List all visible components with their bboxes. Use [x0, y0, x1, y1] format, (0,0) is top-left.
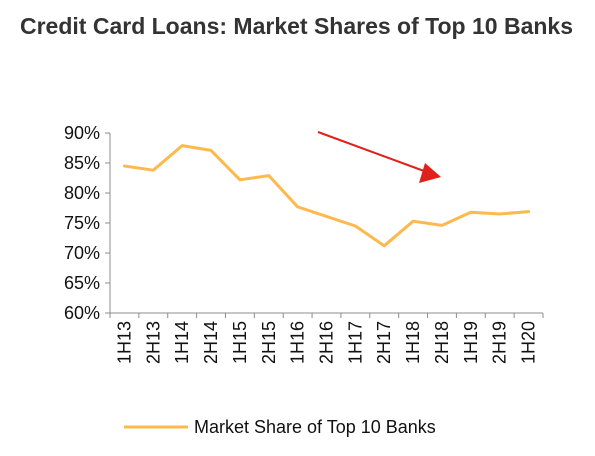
- x-axis: 1H13 2H13 1H14 2H14 1H15 2H15 1H16 2H16 1H17 2H17…: [109, 312, 544, 364]
- annotation-layer: [317, 131, 441, 183]
- x-tick-label: 2H19: [490, 321, 510, 364]
- x-tick-label: 2H17: [374, 321, 394, 364]
- x-tick-label: 1H16: [288, 321, 308, 364]
- trend-arrow-shaft: [317, 131, 425, 172]
- y-tick-label: 70%: [64, 243, 100, 263]
- data-point: [411, 220, 415, 223]
- x-tick-label: 2H13: [143, 321, 163, 364]
- y-tick-label: 85%: [64, 153, 100, 173]
- data-point: [152, 169, 155, 172]
- data-point: [325, 215, 328, 218]
- x-tick-label: 2H16: [317, 321, 337, 364]
- legend-label: Market Share of Top 10 Banks: [194, 417, 436, 437]
- x-tick-label: 1H14: [172, 321, 192, 364]
- data-point: [440, 224, 444, 227]
- x-tick-label: 2H14: [201, 321, 221, 364]
- x-tick-label: 1H19: [461, 321, 481, 364]
- data-point: [383, 244, 386, 247]
- data-point: [180, 144, 184, 147]
- data-point: [123, 164, 126, 168]
- x-tick-label: 1H15: [230, 321, 250, 364]
- y-tick-label: 80%: [64, 183, 100, 203]
- chart-title: Credit Card Loans: Market Shares of Top …: [20, 13, 573, 39]
- data-point: [209, 149, 213, 152]
- data-point: [498, 212, 501, 216]
- data-point: [469, 211, 473, 214]
- y-tick-label: 90%: [64, 123, 100, 143]
- data-point: [267, 174, 270, 177]
- trend-arrow-head: [419, 163, 441, 183]
- y-tick-label: 75%: [64, 213, 100, 233]
- x-tick-label: 1H13: [114, 321, 134, 364]
- x-tick-label: 2H18: [432, 321, 452, 364]
- x-tick-label: 1H20: [519, 321, 539, 364]
- data-point: [296, 205, 299, 208]
- legend: Market Share of Top 10 Banks: [124, 417, 436, 437]
- series-line: [122, 144, 531, 248]
- data-point: [527, 210, 530, 213]
- x-tick-label: 2H15: [259, 321, 279, 364]
- y-tick-label: 60%: [64, 303, 100, 323]
- data-point: [354, 224, 357, 228]
- series-layer: [122, 144, 531, 248]
- y-axis: 60% 65% 70% 75% 80% 85% 90%: [64, 123, 111, 323]
- x-tick-label: 1H17: [345, 321, 365, 364]
- x-tick-label: 1H18: [403, 321, 423, 364]
- y-tick-label: 65%: [64, 273, 100, 293]
- data-point: [238, 178, 242, 181]
